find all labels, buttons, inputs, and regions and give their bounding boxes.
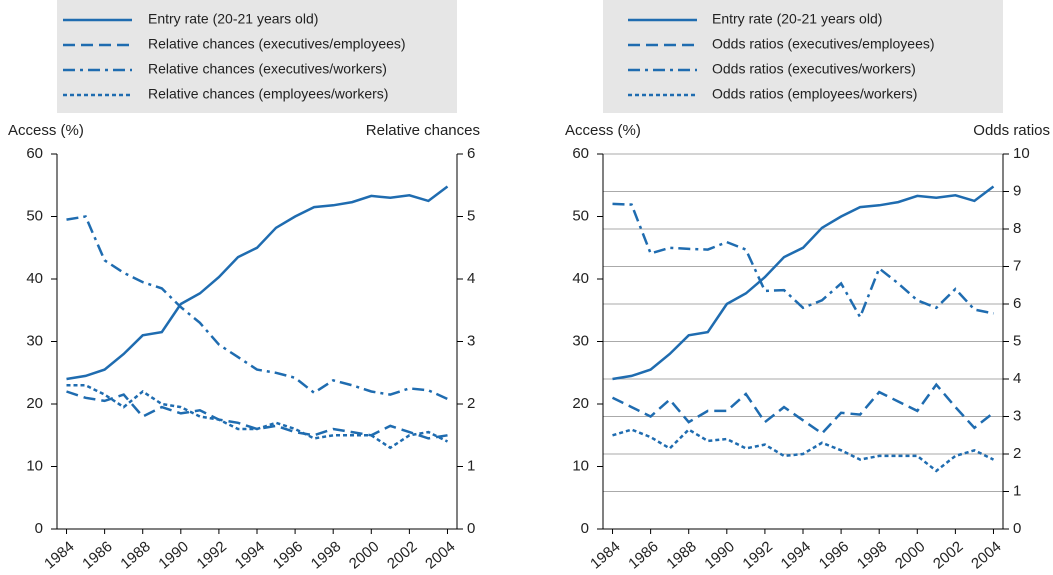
- legend-label: Odds ratios (employees/workers): [712, 86, 917, 102]
- y-axis-label: Access (%): [8, 122, 84, 139]
- x-tick-label: 2002: [930, 538, 966, 572]
- legend-label: Entry rate (20-21 years old): [712, 11, 882, 27]
- x-tick-label: 1996: [816, 538, 852, 572]
- legend-label: Relative chances (employees/workers): [148, 86, 388, 102]
- y-tick-label: 30: [572, 332, 589, 349]
- x-tick-label: 1984: [587, 538, 623, 572]
- y2-axis-label: Relative chances: [366, 122, 480, 139]
- y-axis-label: Access (%): [565, 122, 641, 139]
- y2-tick-label: 4: [467, 270, 475, 287]
- y2-tick-label: 6: [467, 145, 475, 162]
- y2-tick-label: 9: [1013, 182, 1021, 199]
- y2-tick-label: 3: [1013, 407, 1021, 424]
- x-tick-label: 1988: [663, 538, 699, 572]
- x-tick-label: 1986: [79, 538, 115, 572]
- x-tick-label: 1994: [232, 538, 268, 572]
- legend-label: Entry rate (20-21 years old): [148, 11, 318, 27]
- legend: Entry rate (20-21 years old) Odds ratios …: [603, 0, 1003, 113]
- y-tick-label: 50: [572, 207, 589, 224]
- y-tick-label: 50: [26, 207, 43, 224]
- x-tick-label: 2002: [384, 538, 420, 572]
- y2-tick-label: 1: [1013, 482, 1021, 499]
- x-tick-label: 1994: [778, 538, 814, 572]
- legend: Entry rate (20-21 years old) Relative cha…: [57, 0, 457, 113]
- x-tick-label: 1998: [854, 538, 890, 572]
- x-tick-label: 2000: [892, 538, 928, 572]
- y2-tick-label: 1: [467, 457, 475, 474]
- y2-tick-label: 0: [1013, 520, 1021, 537]
- x-tick-label: 1984: [41, 538, 77, 572]
- series-line: [66, 390, 448, 440]
- x-tick-label: 2004: [968, 538, 1004, 572]
- x-tick-label: 2000: [346, 538, 382, 572]
- series-line: [66, 215, 449, 401]
- series-line: [612, 428, 995, 473]
- y-tick-label: 0: [581, 520, 589, 537]
- y2-tick-label: 5: [467, 207, 475, 224]
- y2-tick-label: 0: [467, 520, 475, 537]
- y-tick-label: 20: [26, 395, 43, 412]
- y2-tick-label: 3: [467, 332, 475, 349]
- y-tick-label: 60: [572, 145, 589, 162]
- series-line: [66, 384, 449, 450]
- x-tick-label: 1990: [701, 538, 737, 572]
- y2-tick-label: 2: [1013, 445, 1021, 462]
- x-tick-label: 1996: [270, 538, 306, 572]
- y2-tick-label: 6: [1013, 295, 1021, 312]
- series-line: [612, 185, 995, 381]
- y2-tick-label: 10: [1013, 145, 1030, 162]
- y-tick-label: 20: [572, 395, 589, 412]
- x-tick-label: 1988: [117, 538, 153, 572]
- x-tick-label: 1986: [625, 538, 661, 572]
- x-tick-label: 1998: [308, 538, 344, 572]
- series-line: [612, 202, 994, 321]
- y-tick-label: 40: [572, 270, 589, 287]
- x-tick-label: 1992: [740, 538, 776, 572]
- chart-panel: Entry rate (20-21 years old) Odds ratios …: [565, 0, 1050, 573]
- y-tick-label: 0: [35, 520, 43, 537]
- y-tick-label: 40: [26, 270, 43, 287]
- y2-tick-label: 7: [1013, 257, 1021, 274]
- y-tick-label: 10: [572, 457, 589, 474]
- y2-tick-label: 4: [1013, 370, 1021, 387]
- series-line: [66, 185, 449, 381]
- x-tick-label: 2004: [422, 538, 458, 572]
- legend-label: Relative chances (executives/employees): [148, 36, 406, 52]
- y2-tick-label: 5: [1013, 332, 1021, 349]
- y-tick-label: 60: [26, 145, 43, 162]
- legend-label: Odds ratios (executives/employees): [712, 36, 935, 52]
- legend-label: Odds ratios (executives/workers): [712, 61, 916, 77]
- y2-tick-label: 8: [1013, 220, 1021, 237]
- y2-axis-label: Odds ratios: [973, 122, 1050, 139]
- y-tick-label: 30: [26, 332, 43, 349]
- series-line: [611, 382, 995, 436]
- x-tick-label: 1992: [194, 538, 230, 572]
- y-tick-label: 10: [26, 457, 43, 474]
- legend-label: Relative chances (executives/workers): [148, 61, 387, 77]
- chart-panel: Entry rate (20-21 years old) Relative cha…: [8, 0, 480, 573]
- y2-tick-label: 2: [467, 395, 475, 412]
- x-tick-label: 1990: [155, 538, 191, 572]
